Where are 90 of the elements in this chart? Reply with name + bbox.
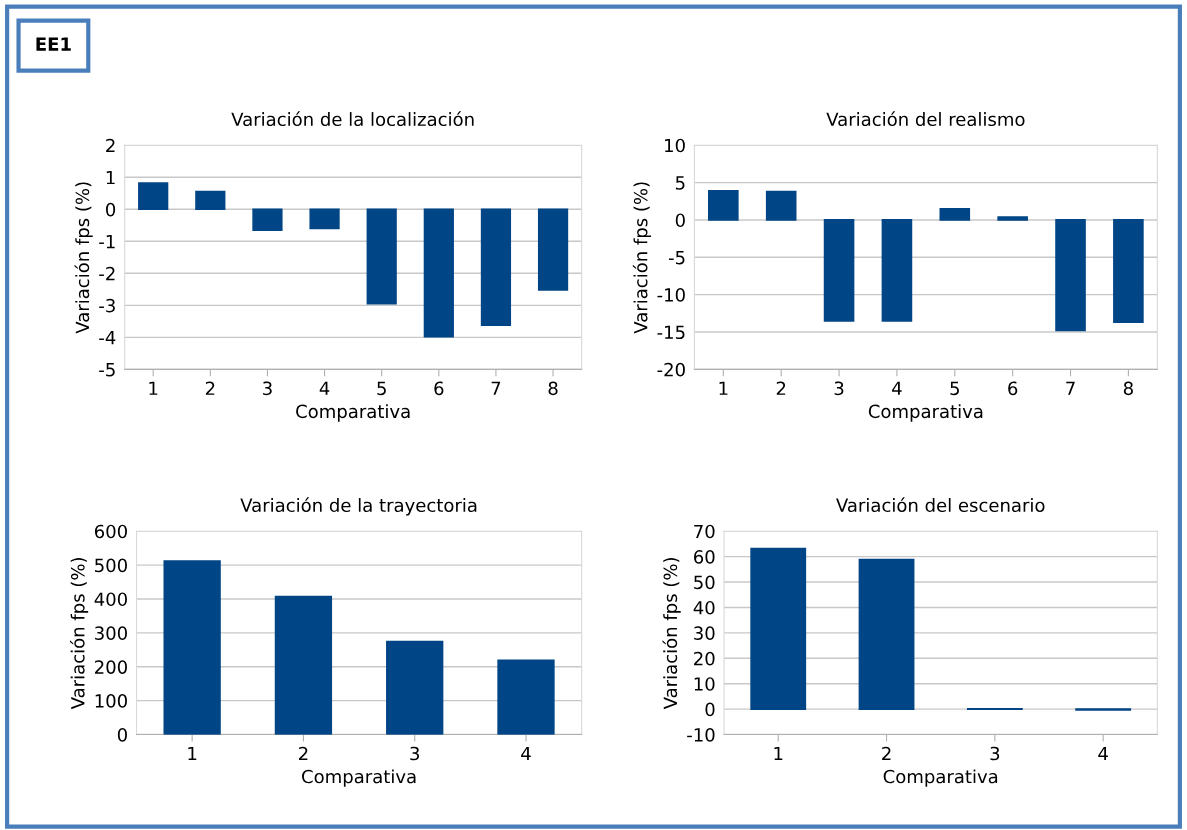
chart-title: Variación del escenario [836,497,1045,513]
x-tick-label: 8 [548,381,558,396]
y-tick-label: 0 [705,702,715,717]
y-tick-label: -15 [657,325,685,340]
x-axis-title: Comparativa [302,769,416,787]
x-tick-label: 4 [521,746,531,761]
y-tick-label: -2 [99,266,115,281]
y-tick-label: 10 [694,677,715,691]
y-tick-label: 2 [106,138,115,153]
text: EE1 [36,37,71,51]
y-tick-label: 500 [95,558,127,573]
y-axis-title: Variación fps (%) [632,182,652,334]
chart-title: Variación del realismo [826,111,1025,127]
y-tick-label: 50 [694,575,715,590]
bar [881,219,913,322]
bar [497,659,555,735]
bar [858,558,915,710]
bar [195,190,226,211]
y-tick-label: 200 [95,660,127,674]
x-tick-label: 3 [410,746,419,761]
x-tick-label: 2 [205,381,215,395]
y-tick-label: 40 [693,600,715,615]
x-tick-label: 7 [1066,381,1075,395]
x-tick-label: 5 [377,381,386,396]
y-tick-label: -10 [687,728,715,742]
x-tick-label: 6 [434,381,444,396]
x-tick-label: 1 [149,381,158,395]
bar [823,219,855,322]
y-tick-label: 0 [117,728,127,742]
x-tick-label: 4 [1098,746,1108,761]
bar [750,547,807,710]
y-tick-label: 10 [665,138,685,153]
y-tick-label: -5 [668,251,685,265]
bar [309,208,340,230]
y-tick-label: 20 [694,651,715,666]
x-tick-label: 4 [892,381,902,395]
bar [480,208,512,327]
y-tick-label: 60 [694,550,715,564]
bar [1113,219,1144,324]
y-axis-title: Variación fps (%) [662,557,681,710]
bar [274,595,333,735]
bar [939,207,971,221]
y-tick-label: 0 [106,202,116,217]
bar [997,216,1028,221]
bar [708,189,739,221]
y-tick-label: 30 [694,626,715,640]
y-tick-label: -20 [657,362,685,377]
x-tick-label: 2 [299,746,308,761]
x-tick-label: 7 [491,381,501,395]
bar [138,182,169,211]
chart-title: Variación de la trayectoria [240,497,477,516]
bar [765,190,797,221]
y-tick-label: 400 [94,592,127,607]
x-tick-label: 4 [319,381,330,395]
y-tick-label: 5 [675,176,685,190]
x-tick-label: 3 [990,746,1000,761]
bar [252,208,283,231]
x-tick-label: 1 [188,746,197,761]
x-axis-title: Comparativa [296,404,410,422]
x-axis-title: Comparativa [868,404,983,422]
y-axis-title: Variación fps (%) [74,182,93,334]
bar [386,640,444,735]
bar [366,208,397,305]
x-axis-title: Comparativa [883,769,998,787]
x-tick-label: 3 [834,381,844,396]
y-tick-label: 300 [95,626,127,640]
x-tick-label: 3 [263,381,272,396]
x-tick-label: 2 [882,746,891,761]
y-tick-label: -5 [99,363,115,377]
y-tick-label: 70 [694,524,715,539]
y-tick-label: 100 [95,694,127,708]
x-tick-label: 1 [774,746,783,761]
y-tick-label: -10 [657,288,685,302]
x-tick-label: 6 [1008,381,1018,396]
y-tick-label: 600 [94,524,127,539]
x-tick-label: 1 [719,381,728,395]
bar [163,560,221,735]
y-tick-label: 0 [675,213,685,228]
y-tick-label: 1 [106,170,115,185]
y-axis-title: Variación fps (%) [69,557,89,710]
y-tick-label: -4 [99,331,116,345]
y-tick-label: -1 [99,234,115,249]
x-tick-label: 2 [776,381,786,395]
bar [423,208,454,338]
x-tick-label: 8 [1123,381,1133,396]
bar [1055,219,1086,332]
y-tick-label: -3 [99,298,115,313]
bar [537,208,569,291]
x-tick-label: 5 [950,381,959,396]
chart-title: Variación de la localización [231,111,474,127]
